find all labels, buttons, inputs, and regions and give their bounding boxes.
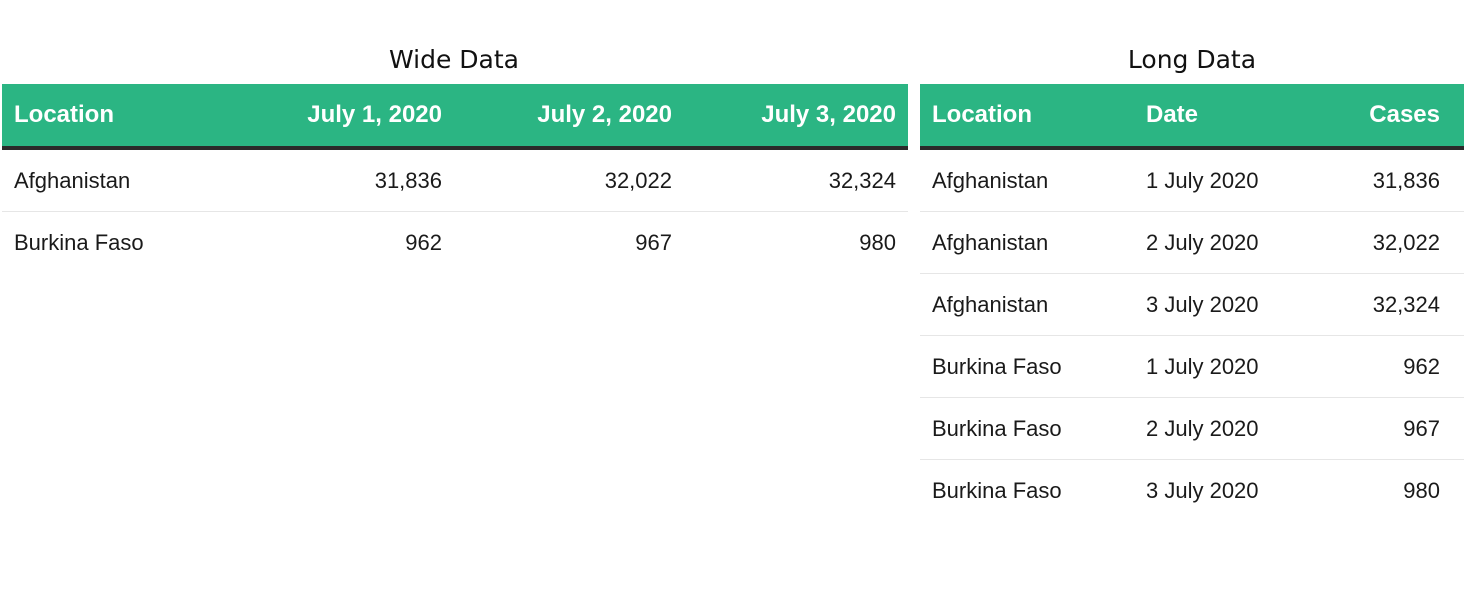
- cell-date: 2 July 2020: [1134, 211, 1324, 274]
- cell-cases: 32,022: [1324, 211, 1464, 274]
- cell-value: 967: [635, 229, 672, 255]
- column-header-july-2: July 2, 2020: [454, 84, 684, 150]
- cell-location: Burkina Faso: [920, 335, 1134, 398]
- cell-location: Afghanistan: [920, 148, 1134, 212]
- cell-date: 1 July 2020: [1134, 335, 1324, 398]
- wide-data-table: Location July 1, 2020 July 2, 2020 July …: [2, 84, 908, 273]
- long-data-title: Long Data: [1127, 45, 1257, 74]
- cell-location: Afghanistan: [920, 211, 1134, 274]
- column-header-july-3: July 3, 2020: [684, 84, 908, 150]
- cell-value: 962: [405, 229, 442, 255]
- table-row: Burkina Faso 3 July 2020 980: [920, 460, 1464, 522]
- table-header-row: Location Date Cases: [920, 84, 1464, 150]
- cell-location: Burkina Faso: [932, 477, 1062, 503]
- table-row: Afghanistan 2 July 2020 32,022: [920, 211, 1464, 274]
- cell-cases: 32,324: [1324, 273, 1464, 336]
- cell-location: Burkina Faso: [14, 229, 144, 255]
- wide-data-title: Wide Data: [388, 45, 519, 74]
- cell-date: 2 July 2020: [1134, 397, 1324, 460]
- cell-cases: 31,836: [1324, 148, 1464, 212]
- table-row: Afghanistan 3 July 2020 32,324: [920, 273, 1464, 336]
- cell-date: 3 July 2020: [1134, 273, 1324, 336]
- column-header-cases: Cases: [1324, 84, 1464, 150]
- cell-value: 32,022: [454, 148, 684, 212]
- column-header-july-1: July 1, 2020: [216, 84, 454, 150]
- table-row: Burkina Faso 2 July 2020 967: [920, 397, 1464, 460]
- cell-location: Afghanistan: [2, 148, 216, 212]
- table-row: Afghanistan 1 July 2020 31,836: [920, 148, 1464, 212]
- cell-value: 31,836: [216, 148, 454, 212]
- cell-date: 3 July 2020: [1146, 477, 1259, 503]
- cell-value: 980: [859, 229, 896, 255]
- table-header-row: Location July 1, 2020 July 2, 2020 July …: [2, 84, 908, 150]
- cell-date: 1 July 2020: [1134, 148, 1324, 212]
- cell-location: Burkina Faso: [920, 397, 1134, 460]
- column-header-location: Location: [920, 84, 1134, 150]
- column-header-date: Date: [1134, 84, 1324, 150]
- table-row: Burkina Faso 962 967 980: [2, 212, 908, 274]
- column-header-location: Location: [2, 84, 216, 150]
- cell-cases: 962: [1324, 335, 1464, 398]
- cell-value: 32,324: [684, 148, 908, 212]
- table-row: Burkina Faso 1 July 2020 962: [920, 335, 1464, 398]
- cell-cases: 967: [1324, 397, 1464, 460]
- cell-location: Afghanistan: [920, 273, 1134, 336]
- long-data-table: Location Date Cases Afghanistan 1 July 2…: [920, 84, 1464, 521]
- table-row: Afghanistan 31,836 32,022 32,324: [2, 148, 908, 212]
- cell-cases: 980: [1403, 477, 1440, 503]
